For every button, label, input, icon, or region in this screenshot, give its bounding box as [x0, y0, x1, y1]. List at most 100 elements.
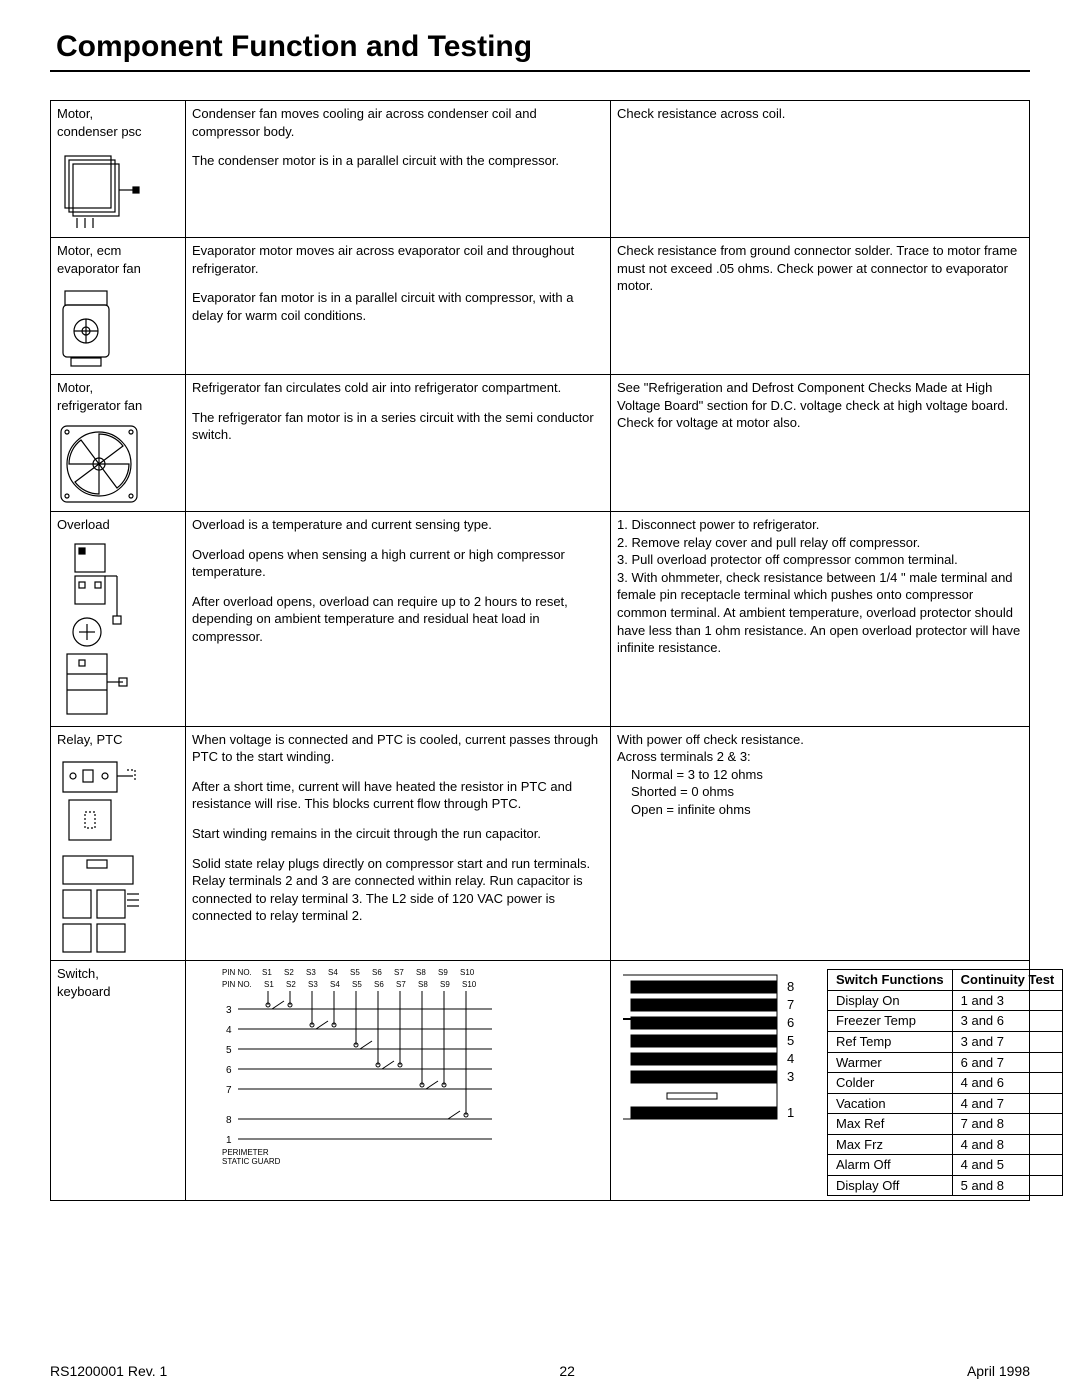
footer-center: 22	[559, 1363, 575, 1379]
svg-text:S3: S3	[306, 968, 316, 977]
svg-text:S4: S4	[328, 968, 338, 977]
test-text: Normal = 3 to 12 ohms	[617, 766, 1023, 784]
table-row: Colder4 and 6	[828, 1073, 1063, 1094]
description-cell: Condenser fan moves cooling air across c…	[186, 101, 611, 238]
description-cell: Overload is a temperature and current se…	[186, 512, 611, 727]
label-cell: Motor, ecm evaporator fan	[51, 238, 186, 375]
table-row: Display Off5 and 8	[828, 1175, 1063, 1196]
table-row: Vacation4 and 7	[828, 1093, 1063, 1114]
desc-text: The refrigerator fan motor is in a serie…	[192, 409, 604, 444]
test-text: Shorted = 0 ohms	[617, 783, 1023, 801]
cell-ct: 7 and 8	[952, 1114, 1063, 1135]
table-row: Display On1 and 3	[828, 990, 1063, 1011]
test-text: See "Refrigeration and Defrost Component…	[617, 379, 1023, 432]
table-row: Warmer6 and 7	[828, 1052, 1063, 1073]
label-line: evaporator fan	[57, 260, 179, 278]
component-table: Motor, condenser psc	[50, 100, 1030, 1201]
svg-text:S10: S10	[460, 968, 475, 977]
test-cell: With power off check resistance. Across …	[611, 726, 1030, 961]
svg-text:S3: S3	[308, 980, 318, 989]
svg-text:8: 8	[787, 979, 794, 994]
svg-text:7: 7	[226, 1085, 232, 1096]
cell-fn: Warmer	[828, 1052, 953, 1073]
svg-text:5: 5	[226, 1045, 232, 1056]
description-cell: Refrigerator fan circulates cold air int…	[186, 375, 611, 512]
cell-ct: 3 and 6	[952, 1011, 1063, 1032]
desc-text: Start winding remains in the circuit thr…	[192, 825, 604, 843]
svg-text:3: 3	[226, 1005, 232, 1016]
desc-text: After a short time, current will have he…	[192, 778, 604, 813]
test-text: Check resistance across coil.	[617, 105, 1023, 123]
overload-icon	[57, 542, 179, 722]
label-cell: Relay, PTC	[51, 726, 186, 961]
desc-text: Overload is a temperature and current se…	[192, 516, 604, 534]
switch-continuity-table: Switch Functions Continuity Test Display…	[827, 969, 1063, 1196]
cell-ct: 5 and 8	[952, 1175, 1063, 1196]
label-line: Motor, ecm	[57, 242, 179, 260]
label-line: Switch,	[57, 965, 179, 983]
cell-ct: 4 and 8	[952, 1134, 1063, 1155]
desc-text: Evaporator motor moves air across evapor…	[192, 242, 604, 277]
label-cell: Switch, keyboard	[51, 961, 186, 1201]
cell-fn: Display On	[828, 990, 953, 1011]
svg-text:6: 6	[787, 1015, 794, 1030]
desc-text: Evaporator fan motor is in a parallel ci…	[192, 289, 604, 324]
svg-text:6: 6	[226, 1065, 232, 1076]
svg-text:S6: S6	[372, 968, 382, 977]
cell-fn: Freezer Temp	[828, 1011, 953, 1032]
page-title: Component Function and Testing	[56, 30, 1030, 64]
static-guard-text: STATIC GUARD	[222, 1157, 281, 1165]
label-cell: Motor, refrigerator fan	[51, 375, 186, 512]
table-header-row: Switch Functions Continuity Test	[828, 970, 1063, 991]
cell-ct: 6 and 7	[952, 1052, 1063, 1073]
description-cell: Evaporator motor moves air across evapor…	[186, 238, 611, 375]
svg-text:S9: S9	[440, 980, 450, 989]
test-text: 3. Pull overload protector off compresso…	[617, 551, 1023, 569]
test-text: 2. Remove relay cover and pull relay off…	[617, 534, 1023, 552]
cell-fn: Max Frz	[828, 1134, 953, 1155]
cell-fn: Max Ref	[828, 1114, 953, 1135]
svg-text:S8: S8	[416, 968, 426, 977]
cell-fn: Colder	[828, 1073, 953, 1094]
row-refrigerator-fan: Motor, refrigerator fan	[51, 375, 1030, 512]
label-line: Overload	[57, 516, 179, 534]
test-text: Open = infinite ohms	[617, 801, 1023, 819]
row-relay-ptc: Relay, PTC	[51, 726, 1030, 961]
label-line: Relay, PTC	[57, 731, 179, 749]
svg-text:8: 8	[226, 1115, 232, 1126]
svg-text:S2: S2	[284, 968, 294, 977]
header-switch-functions: Switch Functions	[828, 970, 953, 991]
footer-left: RS1200001 Rev. 1	[50, 1363, 167, 1379]
title-underline	[50, 70, 1030, 72]
desc-text: Solid state relay plugs directly on comp…	[192, 855, 604, 925]
label-cell: Overload	[51, 512, 186, 727]
test-text: With power off check resistance.	[617, 731, 1023, 749]
svg-text:S8: S8	[418, 980, 428, 989]
label-line: Motor,	[57, 379, 179, 397]
svg-text:S1: S1	[264, 980, 274, 989]
test-text: Across terminals 2 & 3:	[617, 748, 1023, 766]
table-row: Max Frz4 and 8	[828, 1134, 1063, 1155]
table-row: Freezer Temp3 and 6	[828, 1011, 1063, 1032]
svg-text:S1: S1	[262, 968, 272, 977]
svg-text:S7: S7	[394, 968, 404, 977]
evaporator-motor-icon	[57, 285, 179, 370]
svg-text:S4: S4	[330, 980, 340, 989]
desc-text: The condenser motor is in a parallel cir…	[192, 152, 604, 170]
relay-ptc-icon	[57, 756, 179, 956]
label-cell: Motor, condenser psc	[51, 101, 186, 238]
desc-text: After overload opens, overload can requi…	[192, 593, 604, 646]
table-row: Max Ref7 and 8	[828, 1114, 1063, 1135]
svg-text:3: 3	[787, 1069, 794, 1084]
svg-text:7: 7	[787, 997, 794, 1012]
test-cell: 8 7 6 5 4 3 1 Switch Functi	[611, 961, 1030, 1201]
refrigerator-fan-icon	[57, 422, 179, 507]
description-cell: When voltage is connected and PTC is coo…	[186, 726, 611, 961]
cell-ct: 4 and 6	[952, 1073, 1063, 1094]
svg-text:4: 4	[226, 1025, 232, 1036]
svg-text:4: 4	[787, 1051, 794, 1066]
table-row: Ref Temp3 and 7	[828, 1032, 1063, 1053]
condenser-motor-icon	[57, 148, 179, 233]
test-cell: Check resistance from ground connector s…	[611, 238, 1030, 375]
svg-text:1: 1	[226, 1135, 232, 1146]
